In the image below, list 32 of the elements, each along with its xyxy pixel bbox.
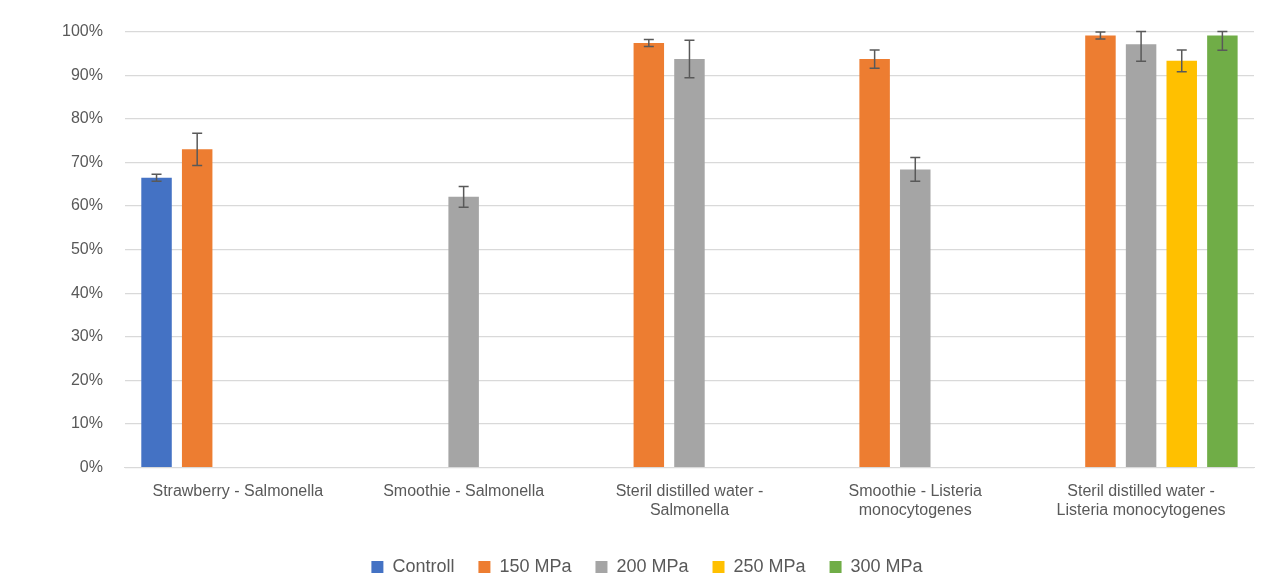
y-tick-label: 90% [70,65,103,83]
x-tick-label: Smoothie - Salmonella [383,481,545,499]
bar [448,196,479,467]
bar [181,149,213,467]
y-tick-label: 20% [70,370,103,388]
x-tick-label: Steril distilled water - Listeria monocytogenes [1056,481,1226,518]
bar [1125,44,1157,467]
bar [1166,60,1197,467]
legend-label: Controll [392,555,455,576]
x-tick-label: Steril distilled water - Salmonella [615,481,764,518]
x-tick-label: Strawberry - Salmonella [152,481,324,499]
x-tick-label: Smoothie - Listeria monocytogenes [848,481,983,518]
y-tick-label: 50% [70,240,103,258]
legend-label: 150 MPa [499,555,573,576]
y-tick-label: 60% [70,196,103,214]
legend-label: 200 MPa [616,555,690,576]
y-tick-label: 0% [79,458,103,476]
bar [674,59,705,467]
bar [633,42,665,467]
bar [1207,35,1238,467]
y-tick-label: 40% [70,283,103,301]
bar [1085,35,1116,467]
y-tick-label: 70% [70,152,103,170]
bar [900,169,931,467]
y-tick-label: 10% [70,414,103,432]
bar [859,59,890,467]
y-tick-label: 100% [62,22,103,40]
y-tick-label: 80% [70,109,103,127]
legend-label: 250 MPa [733,555,807,576]
y-tick-label: 30% [70,327,103,345]
legend-label: 300 MPa [850,555,924,576]
bar [141,177,172,467]
